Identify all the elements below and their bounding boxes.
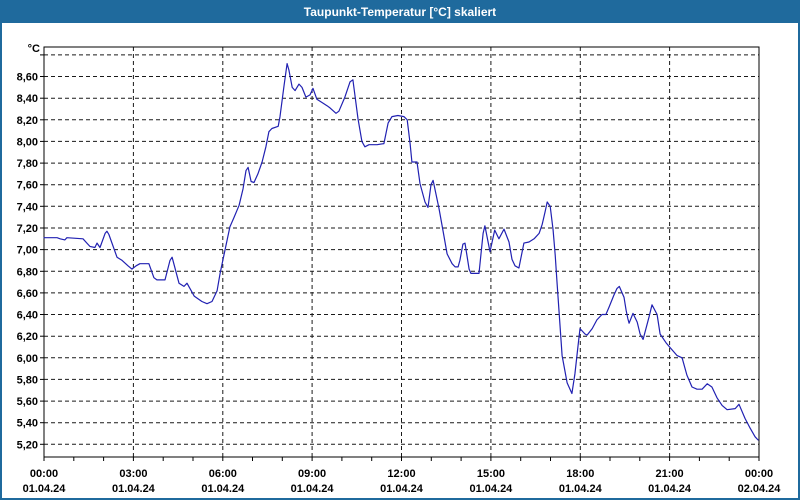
svg-text:7,60: 7,60 bbox=[17, 180, 38, 192]
svg-text:01.04.24: 01.04.24 bbox=[291, 483, 335, 495]
svg-text:15:00: 15:00 bbox=[477, 468, 505, 480]
svg-text:8,40: 8,40 bbox=[17, 93, 38, 105]
svg-text:8,20: 8,20 bbox=[17, 115, 38, 127]
svg-text:00:00: 00:00 bbox=[745, 468, 773, 480]
svg-text:01.04.24: 01.04.24 bbox=[23, 483, 67, 495]
svg-text:6,60: 6,60 bbox=[17, 288, 38, 300]
svg-text:18:00: 18:00 bbox=[566, 468, 594, 480]
svg-text:8,60: 8,60 bbox=[17, 72, 38, 84]
svg-text:01.04.24: 01.04.24 bbox=[201, 483, 245, 495]
svg-text:06:00: 06:00 bbox=[209, 468, 237, 480]
dewpoint-line-chart: 8,60 8,40 8,20 8,00 7,80 7,60 7,40 7,20 7,00 6,80… bbox=[17, 43, 782, 495]
svg-text:5,60: 5,60 bbox=[17, 396, 38, 408]
svg-text:12:00: 12:00 bbox=[387, 468, 415, 480]
title-bar: Taupunkt-Temperatur [°C] skaliert bbox=[2, 2, 798, 23]
svg-text:7,20: 7,20 bbox=[17, 223, 38, 235]
svg-text:01.04.24: 01.04.24 bbox=[648, 483, 692, 495]
svg-text:09:00: 09:00 bbox=[298, 468, 326, 480]
svg-text:5,40: 5,40 bbox=[17, 418, 38, 430]
svg-text:01.04.24: 01.04.24 bbox=[559, 483, 603, 495]
svg-text:00:00: 00:00 bbox=[30, 468, 58, 480]
svg-text:7,00: 7,00 bbox=[17, 245, 38, 257]
svg-text:6,80: 6,80 bbox=[17, 266, 38, 278]
svg-text:01.04.24: 01.04.24 bbox=[112, 483, 156, 495]
chart-area: 8,60 8,40 8,20 8,00 7,80 7,60 7,40 7,20 7,00 6,80… bbox=[2, 23, 798, 498]
svg-text:6,40: 6,40 bbox=[17, 310, 38, 322]
svg-text:5,80: 5,80 bbox=[17, 374, 38, 386]
svg-text:03:00: 03:00 bbox=[119, 468, 147, 480]
svg-text:01.04.24: 01.04.24 bbox=[469, 483, 513, 495]
svg-text:7,40: 7,40 bbox=[17, 201, 38, 213]
window-title: Taupunkt-Temperatur [°C] skaliert bbox=[303, 5, 497, 19]
svg-text:21:00: 21:00 bbox=[656, 468, 684, 480]
svg-text:01.04.24: 01.04.24 bbox=[380, 483, 424, 495]
svg-text:7,80: 7,80 bbox=[17, 158, 38, 170]
svg-text:°C: °C bbox=[28, 43, 40, 55]
svg-text:6,00: 6,00 bbox=[17, 353, 38, 365]
svg-text:5,20: 5,20 bbox=[17, 439, 38, 451]
svg-text:8,00: 8,00 bbox=[17, 136, 38, 148]
svg-text:02.04.24: 02.04.24 bbox=[738, 483, 782, 495]
svg-text:6,20: 6,20 bbox=[17, 331, 38, 343]
